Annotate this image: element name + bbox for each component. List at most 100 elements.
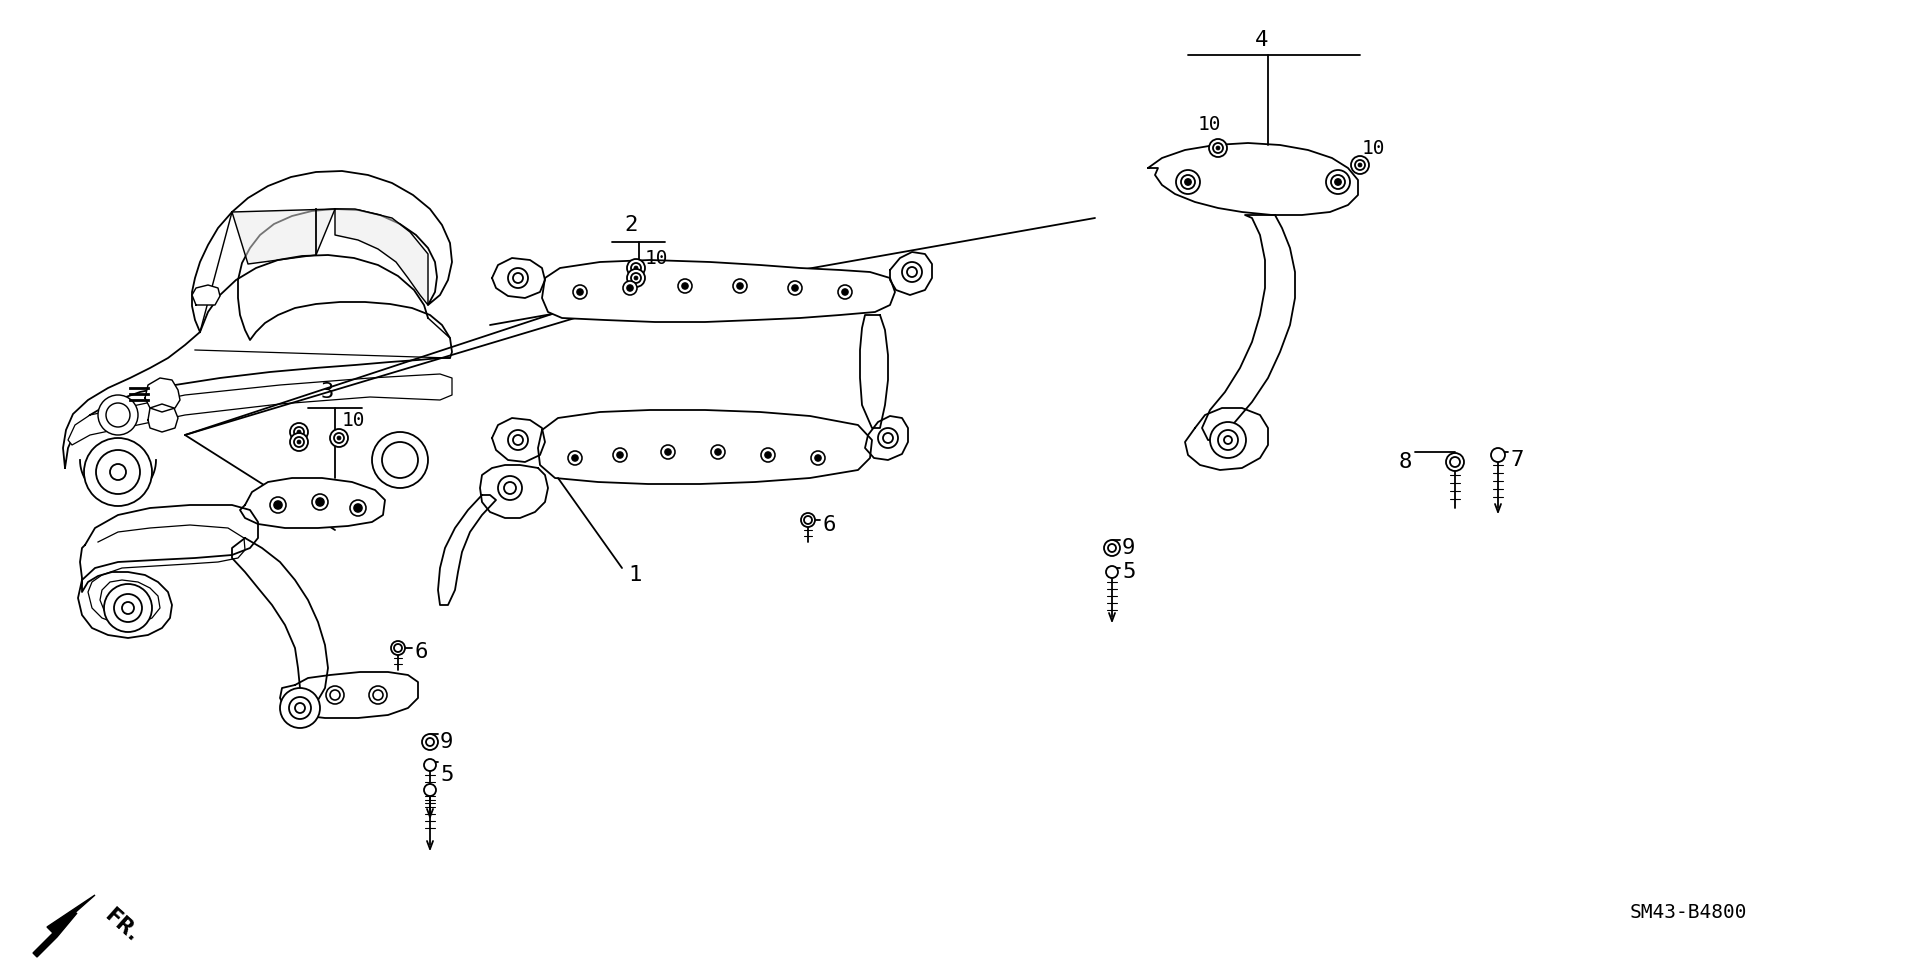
Circle shape [1492,448,1505,462]
Circle shape [275,501,282,509]
Circle shape [271,497,286,513]
Polygon shape [541,260,895,322]
Polygon shape [232,538,328,700]
Circle shape [394,644,401,652]
Circle shape [96,450,140,494]
Circle shape [1210,422,1246,458]
Text: 10: 10 [1198,115,1221,134]
Circle shape [106,403,131,427]
Circle shape [509,268,528,288]
Polygon shape [240,478,386,528]
Circle shape [290,423,307,441]
Circle shape [513,435,522,445]
Circle shape [334,433,344,443]
Circle shape [369,686,388,704]
Polygon shape [492,418,545,462]
Polygon shape [67,374,451,445]
Polygon shape [1185,408,1267,470]
Text: 9: 9 [440,732,453,752]
Circle shape [883,433,893,443]
Polygon shape [480,465,547,518]
Circle shape [578,289,584,295]
Circle shape [837,285,852,299]
Circle shape [298,440,301,444]
Circle shape [628,259,645,277]
Text: FR.: FR. [100,904,142,946]
Circle shape [733,279,747,293]
Circle shape [710,445,726,459]
Circle shape [290,697,311,719]
Circle shape [1210,139,1227,157]
Circle shape [737,283,743,289]
Text: 1: 1 [628,565,641,585]
Text: 6: 6 [415,642,428,662]
Polygon shape [891,252,931,295]
Circle shape [628,285,634,291]
Circle shape [1181,175,1194,189]
Circle shape [612,448,628,462]
Text: 10: 10 [1361,138,1386,157]
Circle shape [804,516,812,524]
Circle shape [294,427,303,437]
Circle shape [1356,160,1365,170]
Text: 4: 4 [1256,30,1269,50]
Circle shape [280,688,321,728]
Circle shape [326,686,344,704]
Circle shape [664,449,670,455]
Text: 7: 7 [1509,450,1523,470]
Circle shape [338,436,342,440]
Text: 6: 6 [822,515,835,535]
Polygon shape [1148,143,1357,215]
Polygon shape [860,315,887,428]
Circle shape [372,690,382,700]
Circle shape [906,267,918,277]
Circle shape [1175,170,1200,194]
Circle shape [109,464,127,480]
Text: 5: 5 [440,765,453,785]
Circle shape [497,476,522,500]
Polygon shape [1202,215,1294,440]
Circle shape [1357,163,1361,167]
Circle shape [349,500,367,516]
Circle shape [764,452,772,458]
Text: 5: 5 [1121,562,1135,582]
Polygon shape [146,378,180,412]
Polygon shape [192,285,221,305]
Circle shape [622,281,637,295]
Circle shape [791,285,799,291]
Circle shape [330,690,340,700]
Polygon shape [63,171,451,468]
Circle shape [1446,453,1463,471]
Circle shape [1331,175,1346,189]
Circle shape [317,498,324,506]
Circle shape [123,602,134,614]
Circle shape [760,448,776,462]
Polygon shape [33,895,94,957]
Circle shape [632,273,641,283]
Circle shape [424,759,436,771]
Circle shape [634,276,637,280]
Circle shape [814,455,822,461]
Circle shape [714,449,722,455]
Circle shape [634,266,637,270]
Circle shape [392,641,405,655]
Circle shape [372,432,428,488]
Circle shape [1213,143,1223,153]
Circle shape [382,442,419,478]
Circle shape [311,494,328,510]
Circle shape [1108,544,1116,552]
Circle shape [810,451,826,465]
Polygon shape [232,209,334,264]
Circle shape [682,283,687,289]
Circle shape [572,455,578,461]
Text: 8: 8 [1398,452,1411,472]
Circle shape [1327,170,1350,194]
Polygon shape [79,505,257,638]
Circle shape [294,437,303,447]
Circle shape [104,584,152,632]
Circle shape [632,263,641,273]
Circle shape [616,452,622,458]
Circle shape [568,451,582,465]
Circle shape [678,279,691,293]
Circle shape [1450,457,1459,467]
